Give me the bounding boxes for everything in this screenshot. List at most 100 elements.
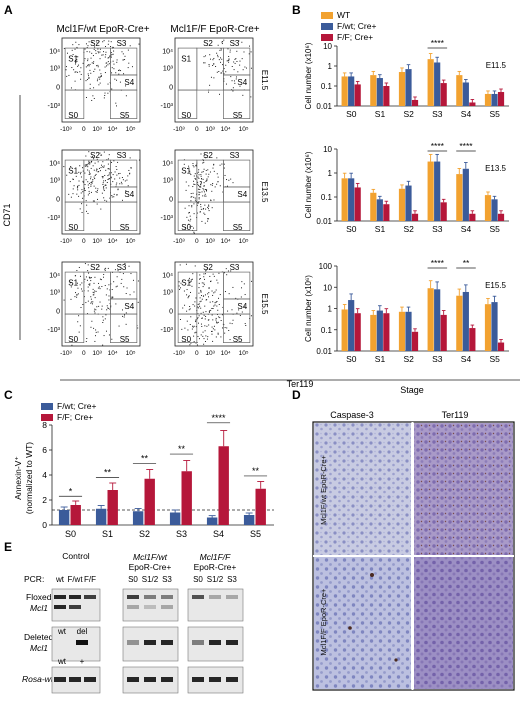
bar [484,304,492,351]
legend-label: F/F; Cre+ [337,32,373,42]
x-tick-label: S3 [176,529,187,539]
gate-label: S2 [90,263,100,272]
chart-title: E15.5 [485,281,506,290]
gel-band [127,595,139,599]
gel-band [54,677,66,682]
bar [341,178,348,221]
legend-swatch [41,403,53,410]
y-tick-label: 0.1 [321,193,333,202]
flow-y-tick: 10⁴ [49,49,60,56]
caspase3-positive-cell [348,626,352,630]
chart-title: E11.5 [486,61,507,70]
bar [398,72,406,106]
bar [354,313,361,351]
bar [469,328,476,351]
y-tick-label: 10 [323,145,332,154]
flow-y-tick: -10³ [48,327,61,334]
flow-y-tick: 10⁴ [49,273,60,280]
flow-plot: S1 S2 S3 S4 S5 S0 10⁴ 10³ 0 -10³ -10³ 0 10³ 10⁴ 10⁵ E15… [161,261,269,357]
flow-x-tick: 10⁵ [126,238,136,245]
bar [70,505,81,525]
bar [440,202,447,221]
x-tick-label: S2 [403,224,414,234]
gate-s5 [110,313,138,343]
significance-label: **** [431,38,445,48]
gate-label: S4 [237,302,247,311]
gel-lane-label: S1/2 [207,575,224,584]
gel-band [127,677,139,682]
flow-y-tick: 10³ [50,65,61,72]
legend-swatch [321,34,333,41]
flow-y-tick: 0 [56,197,60,204]
flow-plot: S1 S2 S3 S4 S5 S0 10⁴ 10³ 0 -10³ -10³ 0 10³ 10⁴ 10⁵ E13… [161,149,269,245]
y-tick-label: 0.1 [321,82,333,91]
y-axis-label: Cell number (x10⁶) [304,42,313,109]
histology-row-label-ff: Mcl1F/F EpoR-Cre+ [319,588,328,656]
gel-row-label-deleted: Deleted [24,632,54,642]
x-tick-label: S1 [375,354,386,364]
gate-label: S4 [237,190,247,199]
gel-band [161,605,173,609]
significance-label: ** [104,468,112,478]
flow-x-tick: 10⁴ [108,238,118,245]
bar [370,75,377,106]
bar [243,515,255,525]
flow-y-tick: 0 [56,309,60,316]
gate-label: S3 [230,39,240,48]
bar [484,195,492,221]
y-tick-label: 1 [328,62,333,71]
bar [348,300,355,351]
bar [491,93,498,106]
flow-x-tick: 0 [82,126,86,133]
y-tick-label: 10 [323,283,332,292]
gel-band [226,677,238,682]
flow-x-tick: -10³ [60,350,72,357]
flow-x-tick: 10³ [205,126,215,133]
gate-s0 [64,201,85,231]
flow-x-tick: 0 [195,238,199,245]
gel-lane-label: F/wt [67,575,83,584]
significance-label: **** [211,413,226,423]
gate-label: S5 [120,335,130,344]
gate-label: S4 [124,78,134,87]
flow-x-tick: 0 [195,126,199,133]
gel-lane-label: S0 [193,575,203,584]
gate-label: S2 [90,151,100,160]
caspase3-positive-cell [370,573,374,577]
x-tick-label: S5 [489,224,500,234]
panel-b-x-label: Stage [400,385,424,395]
significance-label: **** [431,258,445,268]
bar [144,478,155,525]
gel-lane-label: S3 [162,575,172,584]
gate-label: S3 [230,151,240,160]
bar [341,309,348,351]
bar [469,102,476,106]
flow-x-tick: 10⁴ [108,126,118,133]
bar [206,517,218,525]
panel-letter-a: A [4,3,13,17]
bar [491,199,498,221]
gel-band [54,605,66,609]
gate-label: S1 [181,55,191,64]
y-tick-label: 1 [328,305,333,314]
bar [456,174,463,221]
gate-s0 [64,89,85,119]
gel-marker-label: + [80,657,85,666]
gel-band [144,605,156,609]
panel-c-annexin-chart: F/wt; Cre+F/F; Cre+ Annexin-V⁺ (normaliz… [13,401,274,539]
caspase3-positive-cell [394,658,398,662]
gel-band [192,595,204,599]
bar [370,314,377,351]
y-tick-label: 10 [323,42,332,51]
bar [427,161,434,221]
panel-d-histology: Caspase-3 Ter119 Mcl1F/wt EpoR-Cre+ Mcl1… [312,410,515,691]
gel-lane-label: wt [55,575,65,584]
x-tick-label: S1 [375,109,386,119]
bar [181,471,192,525]
gel-marker-label: wt [57,657,67,666]
flow-y-tick: -10³ [48,215,61,222]
